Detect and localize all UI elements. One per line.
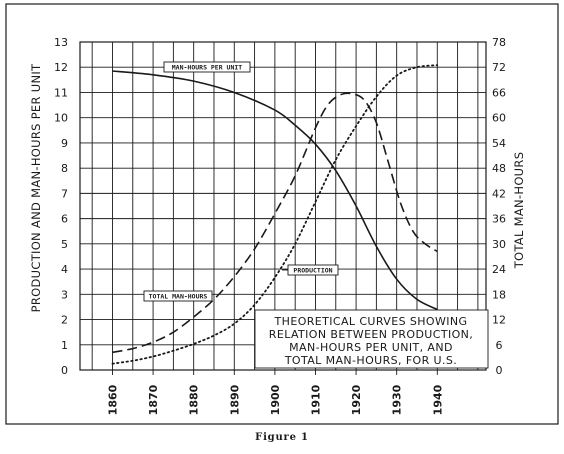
x-tick-label: 1930	[391, 384, 404, 415]
left-tick-label: 3	[61, 288, 68, 301]
left-tick-label: 10	[54, 112, 68, 125]
x-tick-label: 1920	[350, 384, 363, 415]
left-axis-label: PRODUCTION AND MAN-HOURS PER UNIT	[29, 63, 43, 312]
right-tick-label: 66	[492, 86, 506, 99]
figure-caption: Figure 1	[255, 432, 309, 443]
annotation-man-hours-per-unit: MAN-HOURS PER UNIT	[163, 61, 251, 73]
outer-frame	[5, 3, 559, 425]
series-line-total-man-hours	[111, 64, 439, 365]
title-line-4: TOTAL MAN-HOURS, FOR U.S.	[284, 354, 457, 367]
right-axis-ticks: 0 6 12 18 24 30 36 42 48 54 60 66 72 78	[492, 36, 506, 377]
grid-horizontal	[80, 66, 486, 346]
right-tick-label: 30	[492, 238, 506, 251]
right-tick-label: 0	[496, 364, 503, 377]
title-line-2: RELATION BETWEEN PRODUCTION,	[269, 328, 473, 341]
right-tick-label: 60	[492, 112, 506, 125]
right-axis-label: TOTAL MAN-HOURS	[512, 152, 526, 270]
right-tick-label: 72	[492, 61, 506, 74]
left-tick-label: 7	[61, 187, 68, 200]
x-tick-label: 1880	[188, 384, 201, 415]
right-tick-label: 12	[492, 314, 506, 327]
x-tick-label: 1910	[309, 384, 322, 415]
x-tick-label: 1860	[106, 384, 119, 415]
right-tick-label: 54	[492, 137, 506, 150]
left-tick-label: 11	[54, 86, 68, 99]
annotation-production: PRODUCTION	[282, 264, 339, 276]
title-line-1: THEORETICAL CURVES SHOWING	[274, 315, 468, 328]
svg-text:PRODUCTION: PRODUCTION	[293, 267, 332, 275]
x-tick-label: 1890	[228, 384, 241, 415]
right-tick-label: 78	[492, 36, 506, 49]
series-layer	[111, 64, 439, 365]
title-line-3: MAN-HOURS PER UNIT, AND	[289, 341, 453, 354]
right-tick-label: 36	[492, 213, 506, 226]
annotation-total-man-hours: TOTAL MAN-HOURS	[143, 290, 213, 302]
right-tick-label: 18	[492, 288, 506, 301]
x-tick-label: 1900	[269, 384, 282, 415]
svg-text:MAN-HOURS PER UNIT: MAN-HOURS PER UNIT	[172, 64, 243, 72]
left-tick-label: 4	[61, 263, 68, 276]
left-tick-label: 8	[61, 162, 68, 175]
right-tick-label: 6	[496, 339, 503, 352]
left-tick-label: 0	[61, 364, 68, 377]
title-box: THEORETICAL CURVES SHOWING RELATION BETW…	[254, 309, 489, 369]
x-axis-ticks: 1860 1870 1880 1890 1900 1910 1920 1930 1940	[106, 370, 444, 415]
left-tick-label: 1	[61, 339, 68, 352]
plot-area-border	[79, 41, 487, 371]
right-tick-label: 24	[492, 263, 506, 276]
left-tick-label: 6	[61, 213, 68, 226]
left-tick-label: 2	[61, 314, 68, 327]
series-line-man-hours-per-unit	[112, 70, 438, 311]
x-tick-label: 1940	[431, 384, 444, 415]
left-tick-label: 5	[61, 238, 68, 251]
x-tick-label: 1870	[147, 384, 160, 415]
series-line-production	[112, 92, 438, 354]
right-tick-label: 48	[492, 162, 506, 175]
svg-text:TOTAL MAN-HOURS: TOTAL MAN-HOURS	[149, 293, 208, 301]
right-tick-label: 42	[492, 187, 506, 200]
left-tick-label: 12	[54, 61, 68, 74]
left-tick-label: 13	[54, 36, 68, 49]
left-tick-label: 9	[61, 137, 68, 150]
